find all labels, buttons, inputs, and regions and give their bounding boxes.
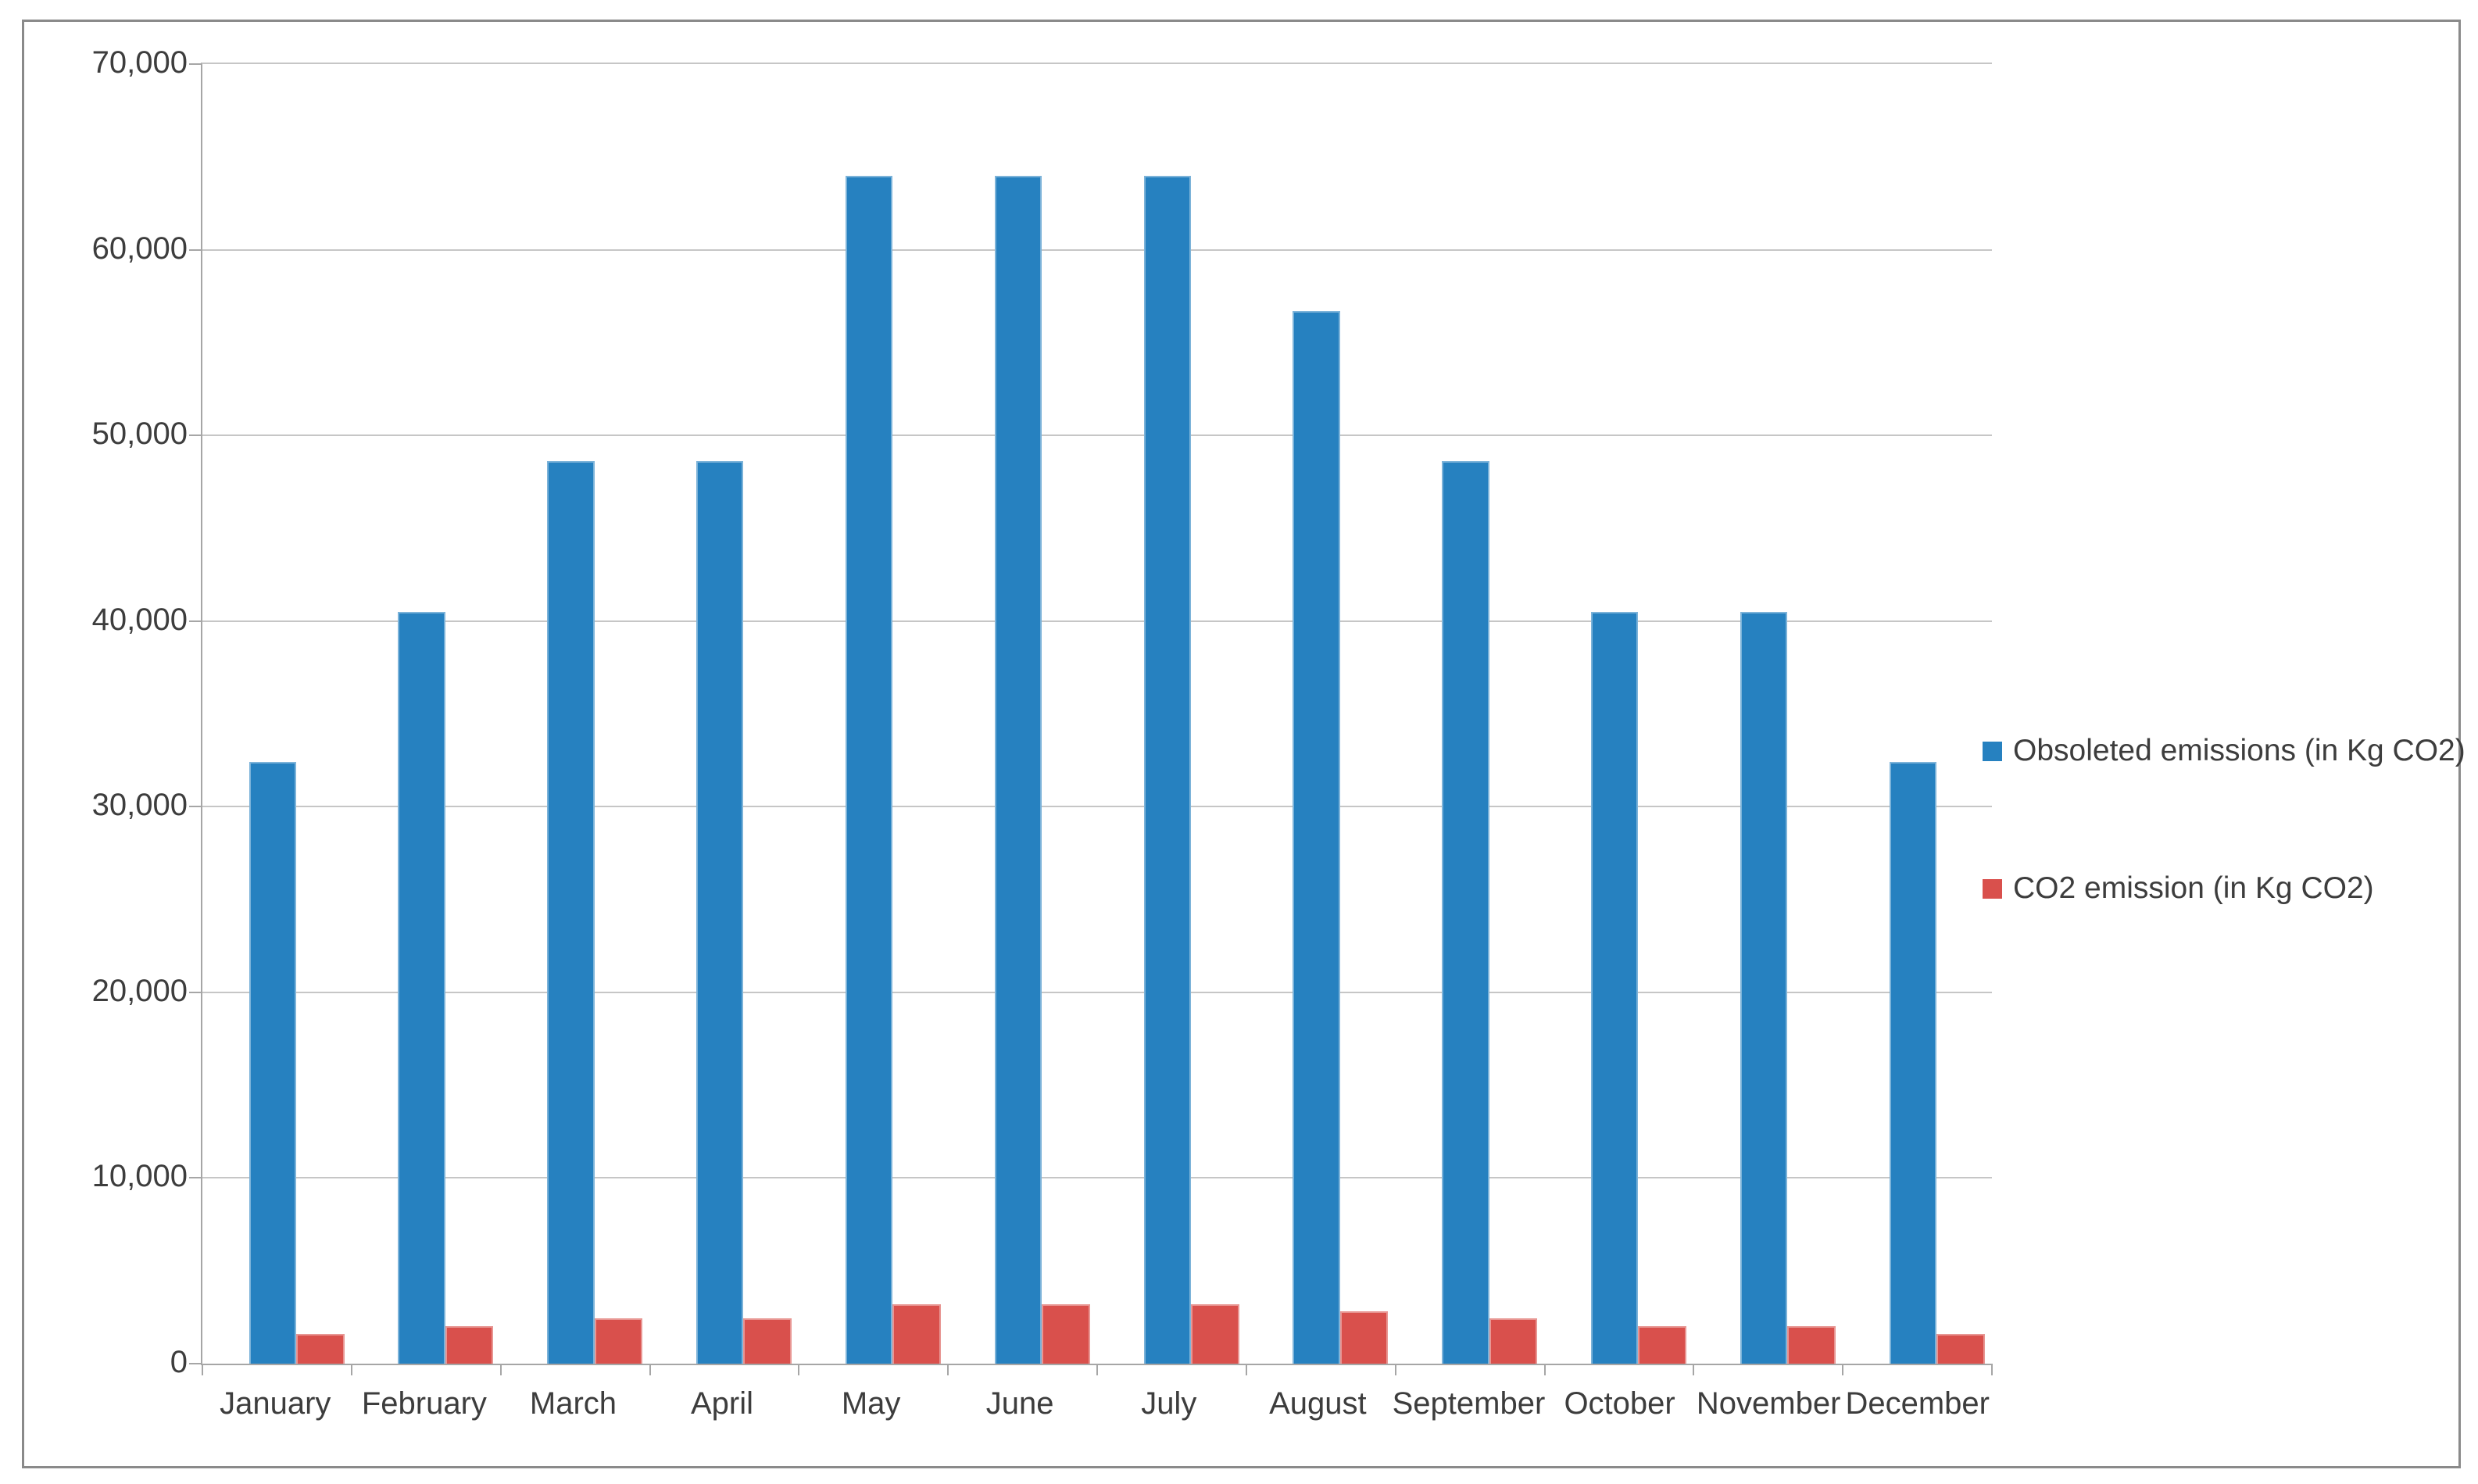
bar-group-september [1396, 64, 1545, 1364]
x-axis-label-january: January [220, 1386, 331, 1421]
x-axis-tick [1543, 1364, 1546, 1375]
x-axis-tick [947, 1364, 949, 1375]
y-axis-label: 0 [170, 1345, 188, 1379]
bar-group-february [352, 64, 501, 1364]
gridline [202, 1177, 1992, 1179]
bar-group-june [948, 64, 1097, 1364]
bar-group-march [501, 64, 650, 1364]
x-axis-tick [1096, 1364, 1098, 1375]
bars-container [202, 64, 1992, 1364]
x-axis-label-august: August [1269, 1386, 1367, 1421]
bar-obsoleted-emissions-in-kg-co2-april[interactable] [696, 461, 744, 1364]
legend-swatch-co2-emission-icon [1983, 878, 2002, 899]
x-axis-label-april: April [691, 1386, 754, 1421]
y-axis-labels: 0 10,000 20,000 30,000 40,000 50,000 60,000 70,… [24, 47, 188, 1378]
bar-obsoleted-emissions-in-kg-co2-november[interactable] [1740, 611, 1788, 1364]
gridline [202, 806, 1992, 808]
x-axis-tick [1693, 1364, 1695, 1375]
bar-group-november [1693, 64, 1843, 1364]
legend-swatch-obsoleted-emissions-icon [1983, 741, 2002, 761]
bar-group-may [799, 64, 948, 1364]
x-axis-tick [1394, 1364, 1396, 1375]
bar-co2-emission-in-kg-co2-december[interactable] [1936, 1333, 1985, 1364]
bar-group-january [202, 64, 352, 1364]
gridline [202, 620, 1992, 622]
bar-group-july [1097, 64, 1246, 1364]
bar-co2-emission-in-kg-co2-august[interactable] [1339, 1311, 1389, 1364]
y-axis-tick [189, 249, 201, 251]
gridline [202, 434, 1992, 437]
bar-co2-emission-in-kg-co2-september[interactable] [1489, 1318, 1538, 1364]
y-axis-label: 40,000 [91, 602, 188, 637]
x-axis-label-february: February [361, 1386, 487, 1421]
legend-label-obsoleted-emissions: Obsoleted emissions (in Kg CO2) [2013, 734, 2465, 767]
y-axis-tick [189, 806, 201, 808]
gridline [202, 991, 1992, 993]
bar-group-december [1843, 64, 1992, 1364]
bar-obsoleted-emissions-in-kg-co2-september[interactable] [1442, 461, 1489, 1364]
y-axis-label: 70,000 [91, 45, 188, 80]
bar-co2-emission-in-kg-co2-april[interactable] [743, 1318, 792, 1364]
bar-co2-emission-in-kg-co2-january[interactable] [295, 1333, 345, 1364]
x-axis-label-december: December [1845, 1386, 1990, 1421]
y-axis-label: 20,000 [91, 973, 188, 1008]
bar-co2-emission-in-kg-co2-may[interactable] [892, 1303, 941, 1364]
x-axis-tick [1842, 1364, 1844, 1375]
legend-item-co2-emission[interactable]: CO2 emission (in Kg CO2) [1983, 870, 2465, 907]
x-axis-label-june: June [985, 1386, 1054, 1421]
bar-co2-emission-in-kg-co2-october[interactable] [1638, 1325, 1687, 1364]
bar-co2-emission-in-kg-co2-july[interactable] [1190, 1303, 1239, 1364]
x-axis-label-october: October [1564, 1386, 1675, 1421]
x-axis-tick [649, 1364, 651, 1375]
bar-co2-emission-in-kg-co2-february[interactable] [445, 1325, 494, 1364]
y-axis-tick [189, 63, 201, 65]
chart-frame: 0 10,000 20,000 30,000 40,000 50,000 60,000 70,… [22, 20, 2465, 1468]
x-axis-tick [1991, 1364, 1993, 1375]
bar-group-october [1544, 64, 1693, 1364]
bar-obsoleted-emissions-in-kg-co2-july[interactable] [1143, 175, 1191, 1364]
bar-obsoleted-emissions-in-kg-co2-may[interactable] [845, 175, 893, 1364]
y-axis-label: 10,000 [91, 1159, 188, 1194]
x-axis-tick [798, 1364, 800, 1375]
gridline [202, 249, 1992, 251]
bar-obsoleted-emissions-in-kg-co2-december[interactable] [1889, 762, 1937, 1364]
x-axis-labels: January February March April May June July Augu… [201, 1386, 1992, 1421]
bar-obsoleted-emissions-in-kg-co2-january[interactable] [249, 762, 296, 1364]
legend-label-co2-emission: CO2 emission (in Kg CO2) [2013, 871, 2374, 905]
x-axis-tick [350, 1364, 352, 1375]
y-axis-label: 60,000 [91, 231, 188, 266]
bar-obsoleted-emissions-in-kg-co2-june[interactable] [994, 175, 1042, 1364]
y-axis-tick [189, 991, 201, 993]
bar-obsoleted-emissions-in-kg-co2-august[interactable] [1293, 310, 1340, 1364]
x-axis-label-september: September [1392, 1386, 1546, 1421]
x-axis-label-november: November [1696, 1386, 1841, 1421]
x-axis-label-may: May [841, 1386, 901, 1421]
plot-area [189, 63, 1993, 1375]
y-axis-label: 30,000 [91, 788, 188, 823]
bar-co2-emission-in-kg-co2-march[interactable] [594, 1318, 643, 1364]
bar-group-august [1246, 64, 1396, 1364]
bar-obsoleted-emissions-in-kg-co2-march[interactable] [547, 461, 595, 1364]
legend-item-obsoleted-emissions[interactable]: Obsoleted emissions (in Kg CO2) [1983, 732, 2465, 770]
bar-obsoleted-emissions-in-kg-co2-february[interactable] [398, 611, 445, 1364]
y-axis-tick [189, 620, 201, 622]
x-axis-tick [202, 1364, 203, 1375]
bar-group-april [649, 64, 799, 1364]
bar-co2-emission-in-kg-co2-june[interactable] [1042, 1303, 1090, 1364]
y-axis-label: 50,000 [91, 417, 188, 452]
legend: Obsoleted emissions (in Kg CO2) CO2 emis… [1983, 732, 2465, 907]
x-axis-label-july: July [1141, 1386, 1197, 1421]
bar-obsoleted-emissions-in-kg-co2-october[interactable] [1590, 611, 1639, 1364]
x-axis-label-march: March [529, 1386, 617, 1421]
y-axis-tick [189, 434, 201, 437]
y-axis-tick [189, 1363, 201, 1364]
bar-co2-emission-in-kg-co2-november[interactable] [1787, 1325, 1836, 1364]
y-axis-tick [189, 1177, 201, 1179]
x-axis-tick [1245, 1364, 1247, 1375]
x-axis-tick [499, 1364, 502, 1375]
